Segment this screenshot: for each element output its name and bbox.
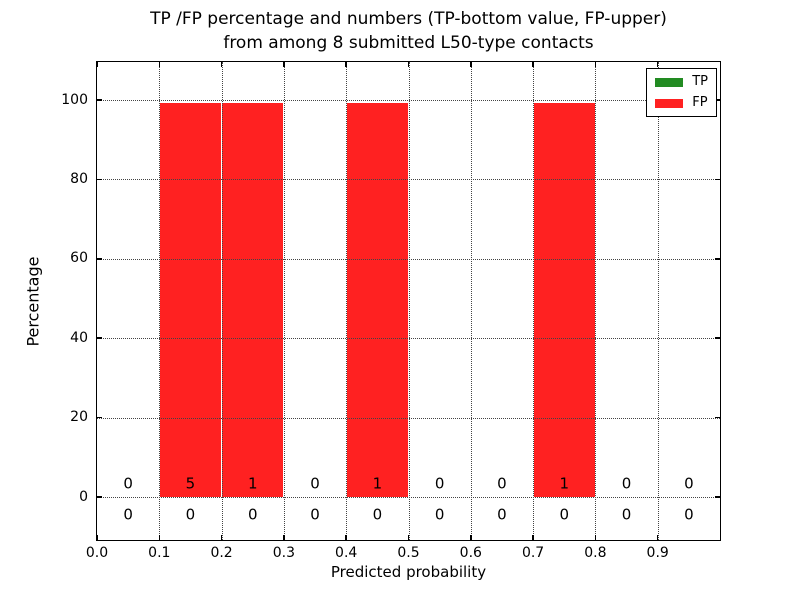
x-tick-label-0.8: 0.8 (584, 545, 607, 561)
tp-count-label: 0 (247, 505, 258, 524)
x-tick-top (283, 62, 285, 67)
legend-item-tp: TP (655, 75, 708, 89)
fp-count-label: 0 (684, 474, 694, 493)
x-tick-top (594, 62, 597, 67)
y-tick-right (715, 99, 720, 101)
x-tick-bottom (470, 535, 472, 540)
y-tick-label-40: 40 (70, 329, 88, 346)
fp-count-label: 1 (559, 474, 570, 493)
x-axis-label: Predicted probability (330, 563, 487, 581)
y-tick-left (97, 99, 102, 101)
fp-count-label: 0 (621, 474, 632, 493)
legend-item-fp: FP (655, 96, 708, 110)
x-tick-bottom (96, 535, 98, 540)
bar-fp (533, 102, 595, 497)
y-tick-right (715, 337, 720, 339)
grid-line-x0.6 (470, 62, 472, 540)
x-tick-top (345, 62, 347, 67)
y-tick-left (97, 416, 102, 419)
x-tick-label-0.2: 0.2 (210, 545, 233, 561)
fp-count-label: 1 (247, 474, 258, 493)
x-tick-label-0.4: 0.4 (335, 545, 358, 561)
y-tick-label-80: 80 (70, 170, 88, 187)
y-tick-label-100: 100 (61, 91, 88, 108)
x-tick-bottom (158, 535, 161, 540)
chart-title-line1: TP /FP percentage and numbers (TP-bottom… (150, 9, 667, 29)
chart-title-line2: from among 8 submitted L50-type contacts (223, 33, 594, 53)
y-tick-right (715, 496, 720, 498)
tp-count-label: 0 (559, 505, 570, 524)
x-tick-bottom (407, 535, 410, 540)
x-tick-bottom (345, 535, 347, 540)
legend: TP FP (646, 68, 717, 117)
fp-count-label: 0 (123, 474, 133, 493)
x-tick-top (532, 62, 534, 67)
tp-count-label: 0 (123, 505, 133, 524)
x-tick-bottom (220, 535, 223, 540)
x-tick-label-0.9: 0.9 (646, 545, 669, 561)
x-tick-label-0.6: 0.6 (459, 545, 482, 561)
x-tick-bottom (532, 535, 534, 540)
fp-count-label: 1 (372, 474, 383, 493)
tp-count-label: 0 (185, 505, 196, 524)
y-axis-label: Percentage (23, 256, 43, 347)
x-tick-label-0.7: 0.7 (521, 545, 545, 561)
tp-count-label: 0 (372, 505, 383, 524)
x-tick-top (656, 62, 659, 67)
bar-fp (346, 102, 408, 497)
grid-line-x0.2 (221, 62, 223, 540)
x-tick-label-0.3: 0.3 (272, 545, 296, 561)
y-tick-right (715, 416, 720, 419)
tp-count-label: 0 (621, 505, 632, 524)
y-tick-right (715, 178, 720, 181)
y-tick-label-20: 20 (70, 409, 88, 426)
x-tick-top (96, 62, 98, 67)
grid-line-x0.8 (595, 62, 597, 540)
fp-count-label: 5 (185, 474, 196, 493)
x-tick-label-0.1: 0.1 (148, 545, 171, 561)
tp-color-swatch (655, 77, 684, 87)
x-tick-label-0.0: 0.0 (85, 545, 109, 561)
y-tick-label-0: 0 (79, 488, 88, 505)
legend-label-tp: TP (692, 74, 708, 89)
tp-count-label: 0 (497, 505, 507, 524)
grid-line-x0.4 (346, 62, 348, 540)
x-tick-top (220, 62, 223, 67)
y-tick-left (97, 337, 102, 339)
grid-line-x0.9 (657, 62, 659, 540)
tp-count-label: 0 (684, 505, 694, 524)
fp-color-swatch (655, 98, 684, 108)
tp-count-label: 0 (434, 505, 445, 524)
bar-fp (222, 102, 284, 497)
fp-count-label: 0 (497, 474, 507, 493)
y-tick-left (97, 258, 102, 260)
x-tick-bottom (656, 535, 659, 540)
bar-fp (160, 102, 221, 497)
y-tick-right (715, 258, 720, 260)
grid-line-x0.1 (159, 62, 161, 540)
tp-count-label: 0 (310, 505, 320, 524)
legend-label-fp: FP (692, 95, 708, 110)
x-tick-top (158, 62, 161, 67)
y-tick-left (97, 178, 102, 181)
grid-line-x0.5 (408, 62, 410, 540)
x-tick-label-0.5: 0.5 (397, 545, 420, 561)
x-tick-top (470, 62, 472, 67)
x-tick-bottom (283, 535, 285, 540)
x-tick-top (407, 62, 410, 67)
x-tick-bottom (594, 535, 597, 540)
fp-count-label: 0 (434, 474, 445, 493)
grid-line-x0.3 (283, 62, 285, 540)
y-tick-label-60: 60 (70, 250, 88, 267)
y-tick-left (97, 496, 102, 498)
grid-line-x0.7 (533, 62, 535, 540)
fp-count-label: 0 (310, 474, 320, 493)
